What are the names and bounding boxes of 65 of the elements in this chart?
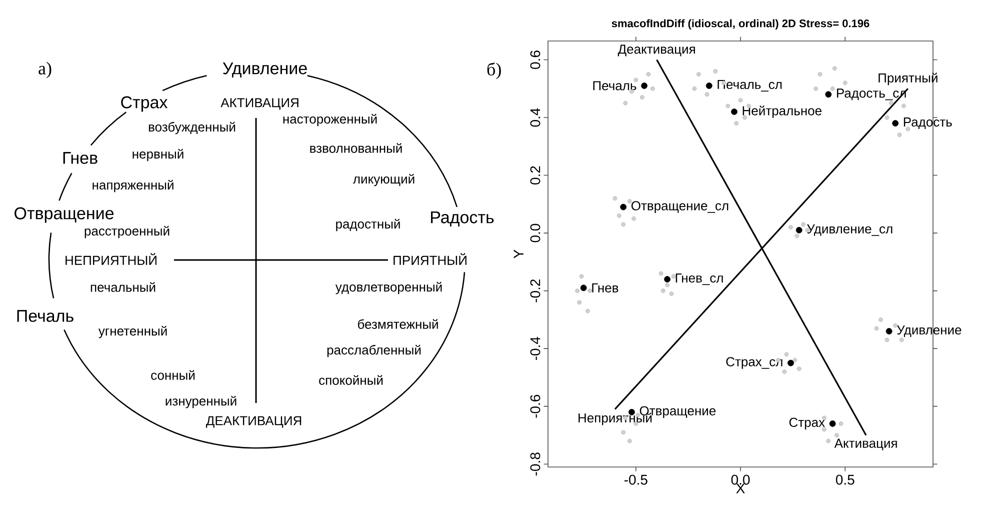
text: Удивление <box>222 62 307 78</box>
point <box>641 82 648 89</box>
point <box>706 82 712 89</box>
y-axis-title: Y <box>514 250 524 258</box>
chart-title: smacofIndDiff (idioscal, ordinal) 2D Stress= 0.196 <box>612 19 870 30</box>
point <box>829 420 836 427</box>
text: ПРИЯТНЫЙ <box>394 253 466 265</box>
annotation: Гнев <box>592 283 618 292</box>
text: безмятежный <box>358 319 438 329</box>
text: угнетенный <box>98 326 167 338</box>
text: печальный <box>90 282 156 292</box>
text: изнуренный <box>166 396 236 408</box>
text: возбужденный <box>148 122 236 134</box>
text: Отвращение <box>14 207 114 223</box>
text: а) <box>38 62 52 78</box>
text: расслабленный <box>327 344 421 358</box>
point <box>788 360 794 366</box>
text: б) <box>487 62 501 80</box>
text: Радость <box>431 211 494 227</box>
annotation: Удивление_сл <box>806 224 892 236</box>
text: спокойный <box>319 375 383 385</box>
x-tick-label: 0.5 <box>836 474 854 485</box>
text: сонный <box>151 370 195 380</box>
x-tick-label: 0.0 <box>731 474 750 485</box>
annotation: Деактивация <box>618 44 695 56</box>
annotation: Активация <box>834 438 897 450</box>
text: радостный <box>336 218 400 232</box>
text: расстроенный <box>84 226 170 238</box>
y-tick-label: -0.2 <box>530 279 540 302</box>
annotation: Нейтральное <box>742 106 822 118</box>
text: ликующий <box>352 174 414 186</box>
text: настороженный <box>283 114 377 126</box>
point <box>886 328 892 334</box>
y-tick-label: 0.6 <box>530 50 540 69</box>
text: Страх <box>121 96 168 112</box>
text: ДЕАКТИВАЦИЯ <box>206 416 302 428</box>
x-tick-label: -0.5 <box>624 474 648 485</box>
annotation: Отвращение_сл <box>631 201 728 213</box>
text: удовлетворенный <box>335 282 442 294</box>
y-tick-label: -0.6 <box>530 394 540 418</box>
text: АКТИВАЦИЯ <box>220 98 298 110</box>
x-axis-title: X <box>736 484 745 494</box>
y-tick-label: -0.8 <box>530 452 540 476</box>
point <box>620 204 627 210</box>
point <box>731 108 738 115</box>
annotation: Печаль_сл <box>718 80 782 92</box>
point <box>796 226 802 234</box>
annotation: Печаль <box>593 81 636 90</box>
y-tick-label: 0.2 <box>530 166 540 184</box>
point <box>664 276 670 282</box>
y-tick-label: 0.0 <box>530 224 540 242</box>
annotation: Гнев_сл <box>676 273 723 286</box>
annotation: Страх <box>789 418 825 430</box>
point <box>580 284 587 292</box>
point <box>825 91 832 98</box>
text: Гнев <box>63 152 98 164</box>
text: Печаль <box>17 310 74 322</box>
y-tick-label: 0.4 <box>530 108 540 127</box>
text: нервный <box>132 148 184 162</box>
point <box>892 120 899 126</box>
text: напряженный <box>92 180 174 192</box>
text: взволнованный <box>310 143 402 153</box>
y-tick-label: -0.4 <box>530 336 540 360</box>
annotation: Страх_сл <box>726 357 782 369</box>
text: НЕПРИЯТНЫЙ <box>66 253 156 265</box>
